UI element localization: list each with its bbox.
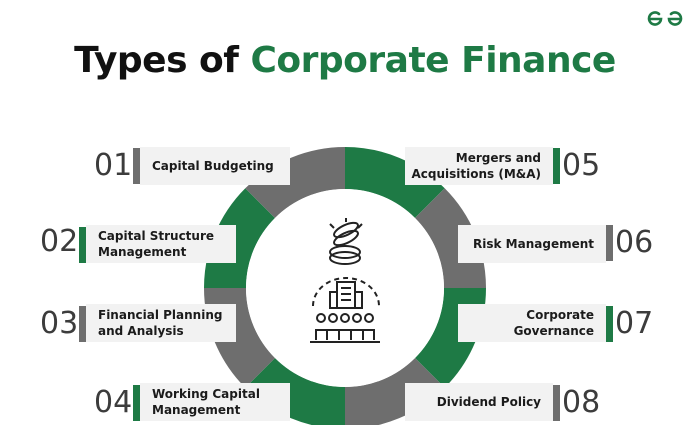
item-accent-bar-04 [133, 385, 140, 421]
ring-segment [245, 147, 345, 218]
item-number-08: 08 [562, 385, 601, 420]
item-number-07: 07 [615, 306, 654, 341]
item-label-07: Corporate Governance [458, 304, 606, 342]
item-label-01: Capital Budgeting [140, 147, 290, 185]
gfg-logo-icon [647, 11, 683, 26]
page-title: Types of Corporate Finance [0, 40, 690, 81]
title-part-1: Types of [74, 40, 251, 81]
corporate-building-icon [310, 277, 380, 343]
item-number-04: 04 [94, 385, 133, 420]
item-accent-bar-08 [553, 385, 560, 421]
item-accent-bar-07 [606, 306, 613, 342]
coins-icon [329, 218, 363, 265]
item-label-02: Capital Structure Management [86, 225, 236, 263]
item-accent-bar-02 [79, 227, 86, 263]
item-accent-bar-01 [133, 148, 140, 184]
item-label-06: Risk Management [458, 225, 606, 263]
item-number-05: 05 [562, 148, 601, 183]
item-accent-bar-06 [606, 225, 613, 261]
item-number-03: 03 [40, 306, 79, 341]
ring-segment [204, 188, 275, 288]
ring-segment [415, 188, 486, 288]
ring-segment [345, 147, 445, 218]
item-number-06: 06 [615, 225, 654, 260]
item-accent-bar-05 [553, 148, 560, 184]
item-label-04: Working Capital Management [140, 383, 290, 421]
item-accent-bar-03 [79, 306, 86, 342]
title-part-2: Corporate Finance [250, 40, 616, 81]
item-label-08: Dividend Policy [405, 383, 553, 421]
ring-segment [245, 358, 345, 425]
item-label-03: Financial Planning and Analysis [86, 304, 236, 342]
item-label-05: Mergers and Acquisitions (M&A) [405, 147, 553, 185]
item-number-02: 02 [40, 224, 79, 259]
item-number-01: 01 [94, 148, 133, 183]
ring-segment [345, 358, 445, 425]
